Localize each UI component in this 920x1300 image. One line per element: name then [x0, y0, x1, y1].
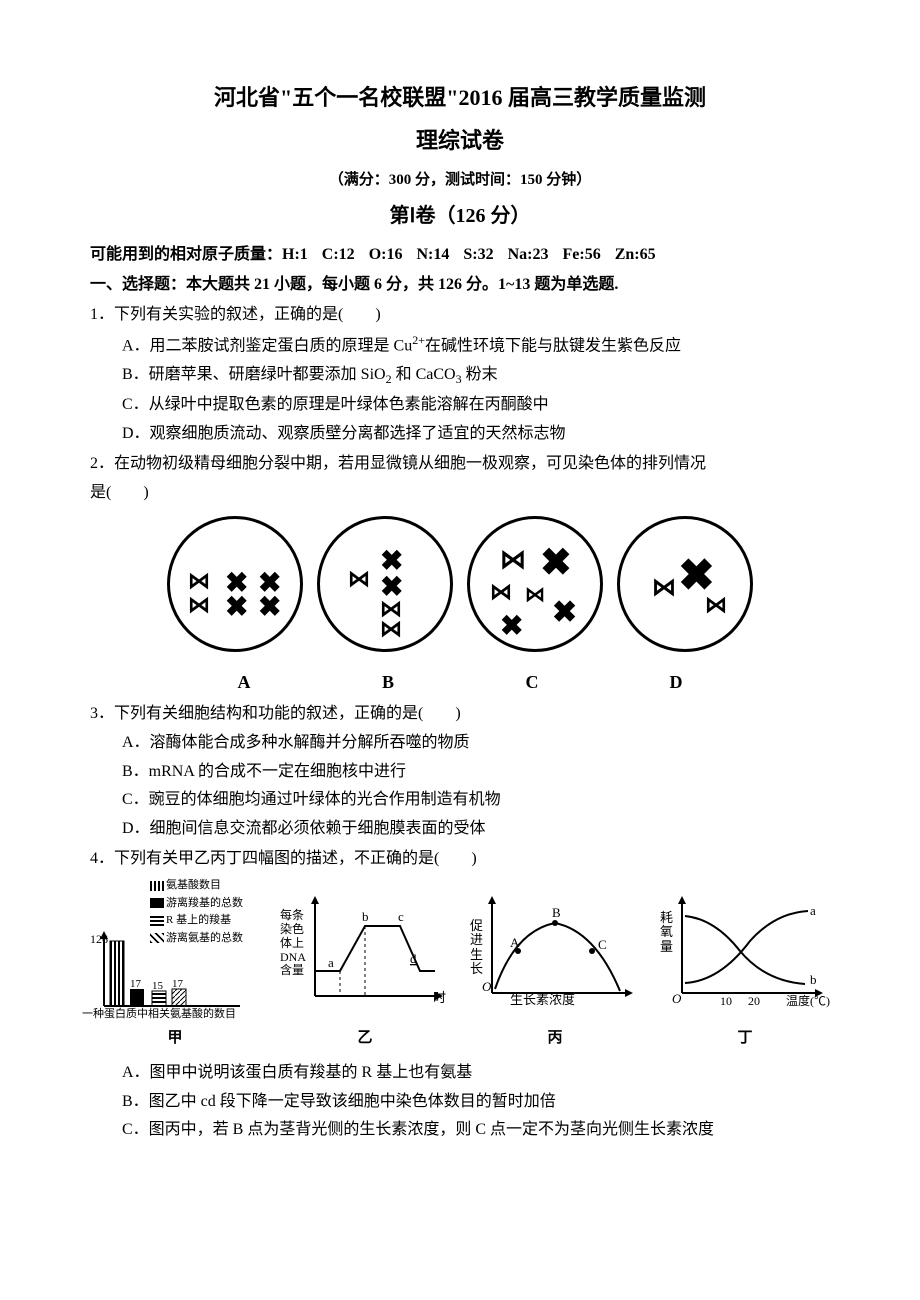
- cell-label: B: [318, 668, 458, 697]
- chart-jia: 氨基酸数目 游离羧基的总数 R 基上的羧基 游离氨基的总数 126 17 15 …: [90, 881, 260, 1021]
- atomic-mass-item: Zn:65: [615, 246, 656, 263]
- chart-label: 丙: [470, 1026, 640, 1050]
- chart-ylabel: 耗 氧 量: [660, 911, 673, 954]
- point-mark: B: [552, 905, 561, 920]
- point-mark: a: [328, 955, 334, 970]
- chromosome-icon: ✖: [225, 585, 248, 630]
- q3-option-b: B．mRNA 的合成不一定在细胞核中进行: [90, 759, 830, 785]
- chromosome-icon: ⋈: [348, 561, 370, 596]
- atomic-mass-item: Na:23: [508, 246, 549, 263]
- chart-xlabel: 时: [433, 988, 446, 1009]
- axis-tick: 20: [748, 994, 760, 1008]
- point-mark: c: [398, 909, 404, 924]
- atomic-mass-item: O:16: [369, 246, 403, 263]
- q1-option-a: A．用二苯胺试剂鉴定蛋白质的原理是 Cu2+在碱性环境下能与肽键发生紫色反应: [90, 331, 830, 359]
- bar-value: 17: [172, 978, 184, 990]
- q4-option-b: B．图乙中 cd 段下降一定导致该细胞中染色体数目的暂时加倍: [90, 1089, 830, 1115]
- chromosome-icon: ✖: [500, 604, 523, 649]
- point-mark: b: [810, 972, 817, 987]
- subject-title: 理综试卷: [90, 123, 830, 158]
- cell-diagram-a: ⋈ ✖ ✖ ⋈ ✖ ✖: [167, 516, 303, 652]
- chart-label: 乙: [280, 1026, 450, 1050]
- q4-option-a: A．图甲中说明该蛋白质有羧基的 R 基上也有氨基: [90, 1060, 830, 1086]
- page-title: 河北省"五个一名校联盟"2016 届高三教学质量监测: [90, 80, 830, 115]
- q1-option-c: C．从绿叶中提取色素的原理是叶绿体色素能溶解在丙酮酸中: [90, 392, 830, 418]
- option-text: A．用二苯胺试剂鉴定蛋白质的原理是 Cu: [122, 337, 412, 354]
- cell-label: C: [462, 668, 602, 697]
- legend-item: 氨基酸数目: [150, 877, 243, 895]
- chart-label: 丁: [660, 1026, 830, 1050]
- cell-label: A: [174, 668, 314, 697]
- origin-mark: O: [672, 991, 682, 1006]
- point-mark: b: [362, 909, 369, 924]
- point-mark: C: [598, 937, 607, 952]
- superscript: 2+: [412, 333, 425, 347]
- chromosome-icon: ⋈: [652, 569, 676, 607]
- chart-ylabel: 促 进 生 长: [470, 919, 483, 976]
- chromosome-icon: ⋈: [188, 587, 210, 622]
- chart-ylabel: 每条 染色 体上 DNA 含量: [280, 909, 306, 978]
- atomic-mass-item: S:32: [463, 246, 493, 263]
- exam-info: （满分：300 分，测试时间：150 分钟）: [90, 168, 830, 192]
- option-text: 粉末: [462, 366, 498, 383]
- chart-ding: 耗 氧 量 a b O 10 20 温度(℃): [660, 881, 830, 1021]
- atomic-mass-item: H:1: [282, 246, 308, 263]
- atomic-mass-item: C:12: [322, 246, 355, 263]
- instruction-line: 一、选择题：本大题共 21 小题，每小题 6 分，共 126 分。1~13 题为…: [90, 272, 830, 298]
- atomic-mass-item: Fe:56: [562, 246, 600, 263]
- chromosome-icon: ⋈: [705, 587, 727, 622]
- q2-stem-a: 2．在动物初级精母细胞分裂中期，若用显微镜从细胞一极观察，可见染色体的排列情况: [90, 451, 830, 477]
- q4-chart-labels: 甲 乙 丙 丁: [90, 1026, 830, 1050]
- chart-bing: 促 进 生 长 A B C O 生长素浓度: [470, 881, 640, 1021]
- q4-charts: 氨基酸数目 游离羧基的总数 R 基上的羧基 游离氨基的总数 126 17 15 …: [90, 881, 830, 1021]
- q2-labels: A B C D: [90, 662, 830, 697]
- q4-option-c: C．图丙中，若 B 点为茎背光侧的生长素浓度，则 C 点一定不为茎向光侧生长素浓…: [90, 1117, 830, 1143]
- point-mark: d: [410, 951, 417, 966]
- chromosome-icon: ⋈: [525, 579, 545, 611]
- q1-option-b: B．研磨苹果、研磨绿叶都要添加 SiO2 和 CaCO3 粉末: [90, 362, 830, 389]
- legend-item: 游离羧基的总数: [150, 895, 243, 913]
- cell-diagram-c: ⋈ ✖ ⋈ ⋈ ✖ ✖: [467, 516, 603, 652]
- chromosome-icon: ⋈: [380, 611, 402, 646]
- bar-value: 17: [130, 978, 142, 990]
- axis-tick: 10: [720, 994, 732, 1008]
- atomic-mass-prefix: 可能用到的相对原子质量：: [90, 246, 282, 263]
- cell-diagram-b: ⋈ ✖ ✖ ⋈ ⋈: [317, 516, 453, 652]
- bar-value: 15: [152, 980, 164, 992]
- option-text: 和 CaCO: [392, 366, 456, 383]
- q2-stem-b: 是( ): [90, 480, 830, 506]
- section-title: 第Ⅰ卷（126 分）: [90, 200, 830, 232]
- q3-option-c: C．豌豆的体细胞均通过叶绿体的光合作用制造有机物: [90, 787, 830, 813]
- chart-yi: 每条 染色 体上 DNA 含量 a b c d 时: [280, 881, 450, 1021]
- cell-diagram-d: ⋈ ✖ ⋈: [617, 516, 753, 652]
- q3-option-a: A．溶酶体能合成多种水解酶并分解所吞噬的物质: [90, 730, 830, 756]
- point-mark: a: [810, 903, 816, 918]
- origin-mark: O: [482, 979, 492, 994]
- q3-stem: 3．下列有关细胞结构和功能的叙述，正确的是( ): [90, 701, 830, 727]
- chart-xlabel: 一种蛋白质中相关氨基酸的数目: [82, 1006, 272, 1024]
- option-text: 在碱性环境下能与肽键发生紫色反应: [425, 337, 681, 354]
- axis-tick: 126: [90, 932, 108, 946]
- chart-xlabel: 生长素浓度: [510, 990, 575, 1011]
- legend-item: 游离氨基的总数: [150, 930, 243, 948]
- legend-item: R 基上的羧基: [150, 912, 243, 930]
- atomic-mass-item: N:14: [416, 246, 449, 263]
- q3-option-d: D．细胞间信息交流都必须依赖于细胞膜表面的受体: [90, 816, 830, 842]
- chart-label: 甲: [90, 1026, 260, 1050]
- chromosome-icon: ✖: [258, 585, 281, 630]
- chromosome-icon: ✖: [552, 589, 577, 637]
- atomic-mass-line: 可能用到的相对原子质量：H:1 C:12 O:16 N:14 S:32 Na:23 Fe:5…: [90, 242, 830, 268]
- option-text: B．研磨苹果、研磨绿叶都要添加 SiO: [122, 366, 386, 383]
- chart-xlabel: 温度(℃): [786, 992, 830, 1011]
- point-mark: A: [510, 935, 520, 950]
- q4-stem: 4．下列有关甲乙丙丁四幅图的描述，不正确的是( ): [90, 846, 830, 872]
- q1-option-d: D．观察细胞质流动、观察质壁分离都选择了适宜的天然标志物: [90, 421, 830, 447]
- cell-label: D: [606, 668, 746, 697]
- q1-stem: 1．下列有关实验的叙述，正确的是( ): [90, 302, 830, 328]
- q2-figure-row: ⋈ ✖ ✖ ⋈ ✖ ✖ ⋈ ✖ ✖ ⋈ ⋈ ⋈ ✖ ⋈ ⋈ ✖ ✖ ⋈ ✖ ⋈: [90, 516, 830, 652]
